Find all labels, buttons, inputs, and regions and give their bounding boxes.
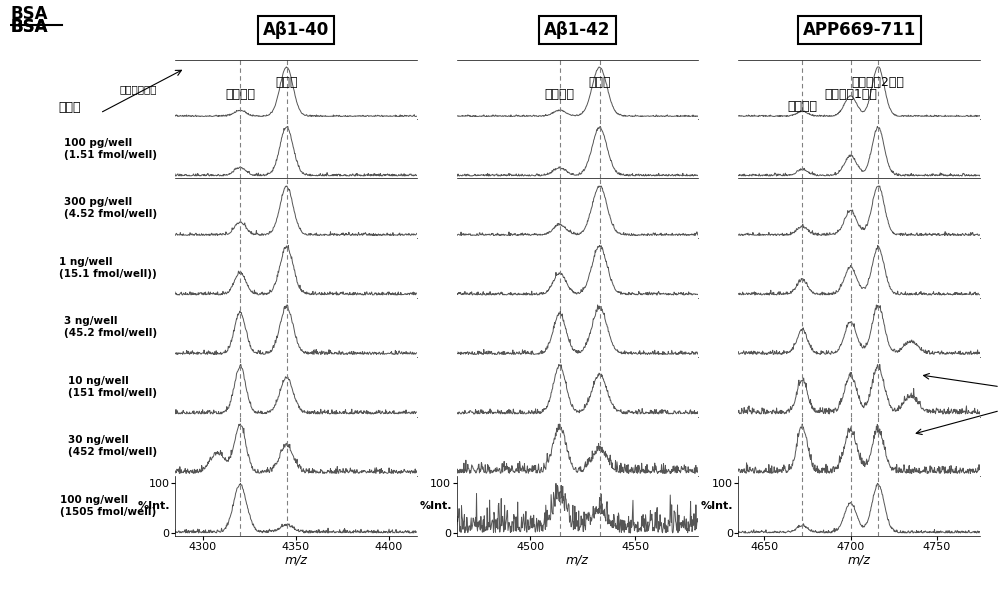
Text: Aβ1-42: Aβ1-42 [544,21,611,39]
Text: Aβ1-40: Aβ1-40 [263,21,329,39]
Text: BSA: BSA [10,18,48,36]
Text: BSA: BSA [10,18,48,36]
Text: 污染物: 污染物 [59,101,81,114]
Text: 氧化体（1处）: 氧化体（1处） [824,88,877,101]
Text: 10 ng/well
(151 fmol/well): 10 ng/well (151 fmol/well) [68,376,157,397]
Text: 非氧化体: 非氧化体 [787,100,817,113]
Text: 1 ng/well
(15.1 fmol/well)): 1 ng/well (15.1 fmol/well)) [59,257,157,278]
Text: 300 pg/well
(4.52 fmol/well): 300 pg/well (4.52 fmol/well) [64,198,157,219]
Text: APP669-711: APP669-711 [803,21,916,39]
Text: %Int.: %Int. [137,501,170,511]
Text: 非氧化体: 非氧化体 [545,88,575,101]
Text: 无蛋白质添加: 无蛋白质添加 [119,84,157,94]
Text: 100 ng/well
(1505 fmol/well): 100 ng/well (1505 fmol/well) [60,495,157,516]
Text: 30 ng/well
(452 fmol/well): 30 ng/well (452 fmol/well) [68,436,157,457]
Text: 非氧化体: 非氧化体 [225,88,255,101]
X-axis label: m/z: m/z [848,554,871,567]
Text: BSA: BSA [10,5,48,23]
Text: 3 ng/well
(45.2 fmol/well): 3 ng/well (45.2 fmol/well) [64,317,157,338]
Text: 100 pg/well
(1.51 fmol/well): 100 pg/well (1.51 fmol/well) [64,138,157,159]
Text: 氧化体（2处）: 氧化体（2处） [852,76,905,89]
Text: 氧化体: 氧化体 [588,76,611,89]
Text: %Int.: %Int. [419,501,452,511]
Text: 氧化体: 氧化体 [275,76,298,89]
X-axis label: m/z: m/z [566,554,589,567]
X-axis label: m/z: m/z [284,554,307,567]
Text: %Int.: %Int. [701,501,733,511]
